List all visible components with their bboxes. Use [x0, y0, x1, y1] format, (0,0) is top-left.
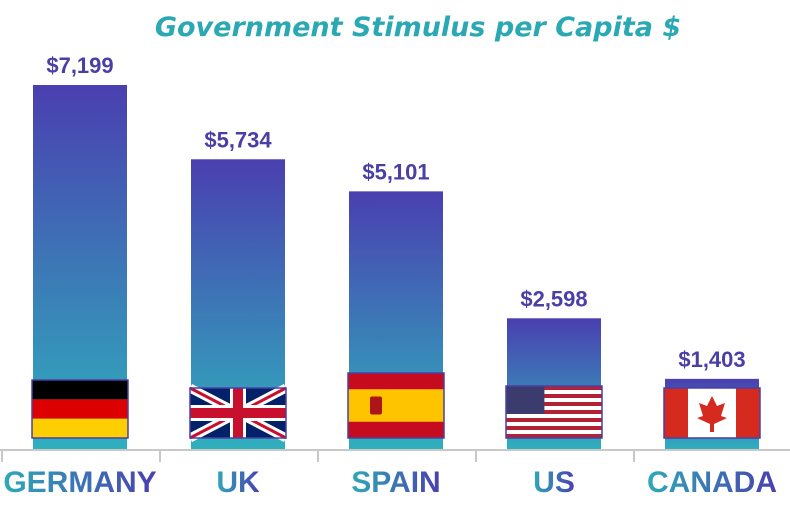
- category-label: GERMANY: [3, 466, 156, 499]
- value-label: $5,734: [204, 127, 272, 152]
- spain-flag-icon: [347, 372, 445, 439]
- canada-flag-icon: [663, 387, 761, 439]
- category-label: US: [533, 466, 575, 499]
- category-label: UK: [216, 466, 260, 499]
- value-label: $7,199: [46, 53, 113, 78]
- category-label: CANADA: [647, 466, 777, 499]
- chart-title: Government Stimulus per Capita $: [155, 12, 681, 43]
- uk-flag-icon: [187, 384, 289, 442]
- value-label: $2,598: [520, 286, 587, 311]
- value-label: $5,101: [362, 159, 429, 184]
- category-label: SPAIN: [351, 466, 440, 499]
- value-label: $1,403: [678, 347, 745, 372]
- us-flag-icon: [505, 385, 603, 439]
- germany-flag-icon: [31, 379, 129, 439]
